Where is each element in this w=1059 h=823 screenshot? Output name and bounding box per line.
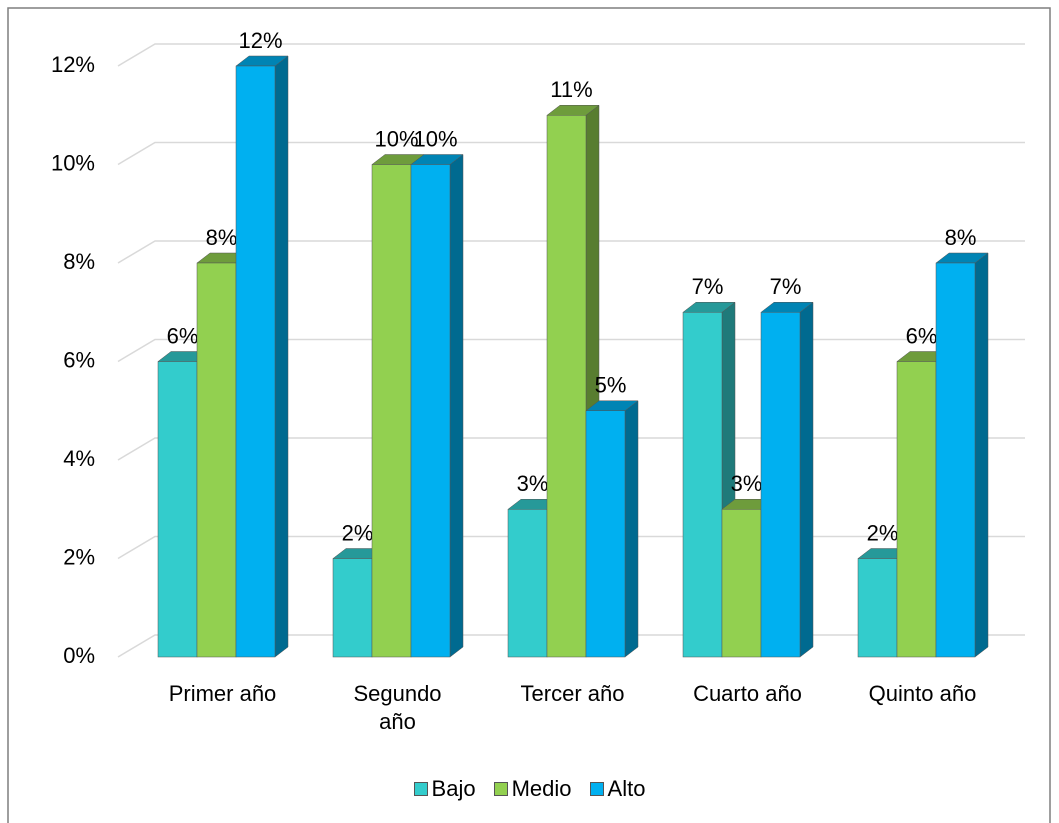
grid-line: [117, 141, 1025, 166]
legend-swatch: [493, 782, 508, 796]
bar: [410, 164, 451, 658]
bar-side: [799, 301, 814, 658]
data-label: 7%: [692, 274, 724, 299]
bar: [857, 558, 898, 658]
legend-item: Bajo: [413, 776, 476, 802]
bar: [546, 115, 587, 658]
bar: [760, 312, 801, 658]
legend-swatch: [413, 782, 428, 796]
bar: [682, 312, 723, 658]
legend-label: Medio: [511, 776, 572, 801]
data-label: 11%: [550, 77, 592, 102]
bar: [507, 509, 548, 658]
x-tick-label: Cuarto año: [693, 681, 802, 706]
y-tick-label: 4%: [63, 446, 95, 471]
grid-line: [117, 43, 1025, 67]
y-tick-label: 2%: [63, 544, 95, 569]
data-label: 10%: [413, 126, 457, 151]
legend: Bajo Medio Alto: [0, 776, 1059, 802]
y-tick-label: 10%: [51, 150, 95, 175]
bar: [935, 262, 976, 658]
data-label: 2%: [867, 520, 899, 545]
data-label: 3%: [517, 471, 549, 496]
legend-item: Medio: [493, 776, 572, 802]
data-label: 6%: [906, 323, 938, 348]
x-tick-label: Segundo año: [353, 681, 442, 734]
bar: [721, 509, 762, 658]
data-label: 7%: [770, 274, 802, 299]
legend-label: Alto: [607, 776, 646, 801]
bar: [332, 558, 373, 658]
data-label: 8%: [945, 225, 977, 250]
data-label: 5%: [595, 373, 627, 398]
y-tick-label: 0%: [63, 643, 95, 668]
bar: [896, 361, 937, 658]
legend-swatch: [589, 782, 604, 796]
y-tick-label: 8%: [63, 249, 95, 274]
data-label: 6%: [167, 323, 199, 348]
bar: [235, 65, 276, 658]
data-label: 2%: [342, 520, 374, 545]
bar-side: [974, 252, 989, 658]
grid-line: [117, 240, 1025, 264]
y-tick-label: 12%: [51, 52, 95, 77]
bar: [196, 262, 237, 658]
data-label: 8%: [206, 225, 238, 250]
data-label: 12%: [238, 28, 282, 53]
bar: [585, 410, 626, 658]
x-tick-label: Primer año: [168, 681, 277, 706]
x-tick-label: Tercer año: [520, 681, 625, 706]
chart-border: [7, 7, 1051, 823]
legend-item: Alto: [589, 776, 646, 802]
bar: [157, 361, 198, 658]
data-label: 10%: [374, 126, 418, 151]
bar-side: [624, 400, 639, 658]
data-label: 3%: [731, 471, 763, 496]
bar-side: [274, 55, 289, 658]
bar-side: [449, 153, 464, 658]
legend-label: Bajo: [431, 776, 476, 801]
y-tick-label: 6%: [63, 347, 95, 372]
bar: [371, 164, 412, 658]
x-tick-label: Quinto año: [868, 681, 977, 706]
